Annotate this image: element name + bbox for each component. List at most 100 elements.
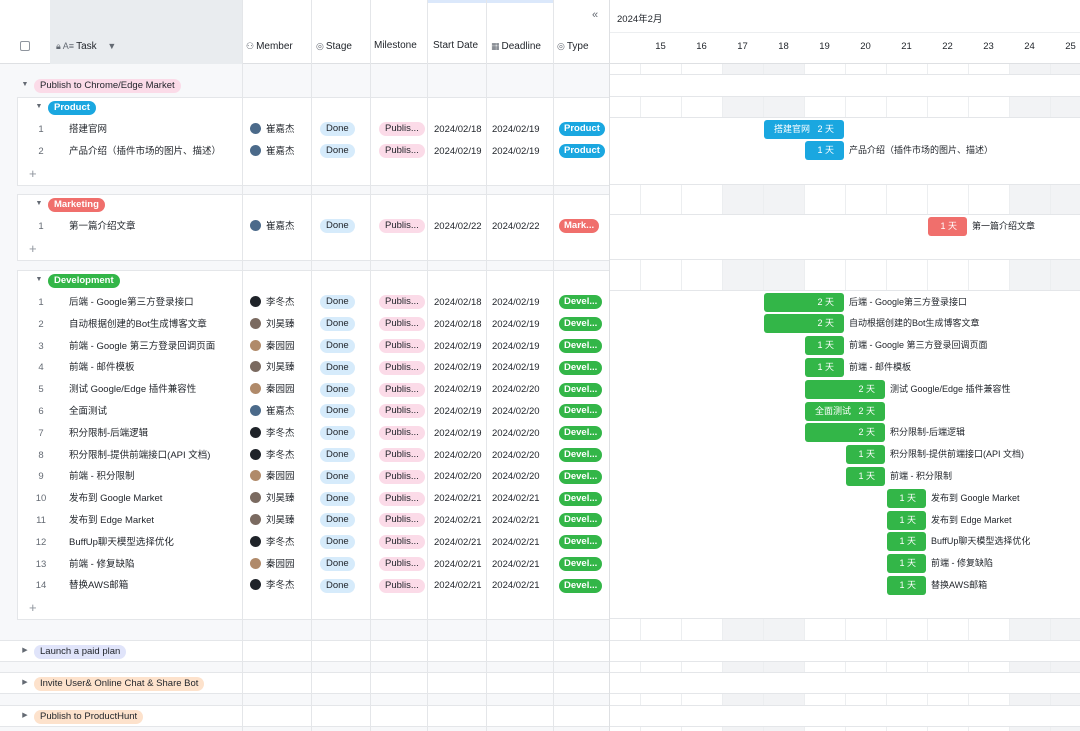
task-cell[interactable]: 产品介绍（插件市场的图片、描述） [69, 145, 222, 157]
deadline-cell[interactable]: 2024/02/19 [492, 124, 540, 135]
deadline-cell[interactable]: 2024/02/21 [492, 536, 540, 548]
table-row[interactable]: 8 积分限制-提供前端接口(API 文档) 李冬杰 Done Publis... 2024… [18, 445, 609, 467]
select-all-checkbox[interactable] [20, 41, 30, 51]
deadline-cell[interactable]: 2024/02/21 [492, 515, 540, 526]
gantt-bar[interactable]: 1 天 [928, 216, 967, 236]
member-cell[interactable]: 李冬杰 [250, 445, 295, 467]
milestone-cell[interactable]: Publis... [379, 488, 425, 510]
gantt-bar[interactable]: 1 天 [887, 488, 926, 508]
milestone-cell[interactable]: Publis... [379, 532, 425, 554]
member-cell[interactable]: 秦园园 [250, 336, 295, 358]
member-cell[interactable]: 李冬杰 [250, 423, 295, 445]
task-cell[interactable]: 发布到 Edge Market [69, 515, 154, 526]
milestone-cell[interactable]: Publis... [379, 575, 425, 597]
add-record-icon[interactable]: + [29, 600, 37, 616]
add-record-icon[interactable]: + [29, 240, 37, 256]
stage-cell[interactable]: Done [320, 488, 355, 510]
deadline-cell[interactable]: 2024/02/19 [492, 362, 540, 374]
table-row[interactable]: 13 前端 - 修复缺陷 秦园园 Done Publis... 2024/02/21 202… [18, 554, 609, 576]
collapsed-group-row[interactable]: ▶ Invite User& Online Chat & Share Bot [0, 672, 609, 694]
type-cell[interactable]: Devel... [559, 423, 603, 445]
stage-column-header[interactable]: ◎ Stage [316, 38, 352, 54]
type-cell[interactable]: Devel... [559, 466, 603, 488]
deadline-cell[interactable]: 2024/02/20 [492, 449, 540, 461]
start-date-cell[interactable]: 2024/02/19 [434, 406, 482, 417]
caret-right-icon[interactable]: ▶ [22, 712, 28, 719]
table-row[interactable]: 2 产品介绍（插件市场的图片、描述） 崔嘉杰 Done Publis... 2024/02… [18, 141, 609, 163]
member-cell[interactable]: 刘昊臻 [250, 357, 295, 379]
table-row[interactable]: 1 第一篇介绍文章 崔嘉杰 Done Publis... 2024/02/22 2024/0… [18, 216, 609, 238]
milestone-cell[interactable]: Publis... [379, 401, 425, 423]
stage-cell[interactable]: Done [320, 216, 355, 238]
type-cell[interactable]: Devel... [559, 445, 603, 467]
type-cell[interactable]: Product [559, 141, 605, 163]
member-cell[interactable]: 崔嘉杰 [250, 119, 295, 141]
milestone-column-header[interactable]: Milestone [374, 38, 417, 54]
task-cell[interactable]: 发布到 Google Market [69, 493, 163, 505]
group-row-publish-market[interactable]: ▼ Publish to Chrome/Edge Market [0, 75, 609, 97]
table-row[interactable]: 14 替换AWS邮箱 李冬杰 Done Publis... 2024/02/21 2024/… [18, 575, 609, 597]
task-cell[interactable]: 后端 - Google第三方登录接口 [69, 297, 194, 308]
member-cell[interactable]: 崔嘉杰 [250, 401, 295, 423]
table-row[interactable]: 12 BuffUp聊天模型选择优化 李冬杰 Done Publis... 2024/02/… [18, 532, 609, 554]
type-cell[interactable]: Devel... [559, 292, 603, 314]
deadline-cell[interactable]: 2024/02/19 [492, 297, 540, 308]
table-row[interactable]: 5 测试 Google/Edge 插件兼容性 秦园园 Done Publis... 202… [18, 379, 609, 401]
gantt-bar[interactable]: 全面测试 2 天 [805, 401, 885, 421]
member-column-header[interactable]: ⚇ Member [246, 38, 293, 54]
caret-right-icon[interactable]: ▶ [22, 679, 28, 686]
start-date-cell[interactable]: 2024/02/22 [434, 221, 482, 232]
gantt-bar[interactable]: 1 天 [846, 466, 885, 486]
table-row[interactable]: 11 发布到 Edge Market 刘昊臻 Done Publis... 2024/02… [18, 510, 609, 532]
start-date-cell[interactable]: 2024/02/18 [434, 124, 482, 135]
stage-cell[interactable]: Done [320, 466, 355, 488]
member-cell[interactable]: 李冬杰 [250, 292, 295, 314]
deadline-column-header[interactable]: ▦ Deadline [491, 38, 541, 54]
start-date-cell[interactable]: 2024/02/21 [434, 493, 482, 505]
collapsed-group-row[interactable]: ▶ Publish to ProductHunt [0, 705, 609, 727]
stage-cell[interactable]: Done [320, 445, 355, 467]
caret-down-icon[interactable]: ▼ [35, 103, 43, 110]
task-cell[interactable]: 全面测试 [69, 406, 108, 417]
type-cell[interactable]: Devel... [559, 357, 603, 379]
milestone-cell[interactable]: Publis... [379, 336, 425, 358]
deadline-cell[interactable]: 2024/02/20 [492, 471, 540, 483]
gantt-bar[interactable]: 1 天 [887, 532, 926, 552]
start-date-column-header[interactable]: Start Date [433, 38, 478, 54]
stage-cell[interactable]: Done [320, 314, 355, 336]
type-column-header[interactable]: ◎ Type [557, 38, 589, 54]
task-cell[interactable]: 第一篇介绍文章 [69, 221, 136, 232]
deadline-cell[interactable]: 2024/02/20 [492, 384, 540, 396]
deadline-cell[interactable]: 2024/02/21 [492, 558, 540, 570]
milestone-cell[interactable]: Publis... [379, 216, 425, 238]
chevron-down-icon[interactable]: ▼ [107, 41, 117, 51]
gantt-bar[interactable]: 1 天 [805, 141, 844, 161]
gantt-bar[interactable]: 1 天 [846, 445, 885, 465]
stage-cell[interactable]: Done [320, 510, 355, 532]
start-date-cell[interactable]: 2024/02/20 [434, 449, 482, 461]
milestone-cell[interactable]: Publis... [379, 445, 425, 467]
start-date-cell[interactable]: 2024/02/19 [434, 427, 482, 439]
deadline-cell[interactable]: 2024/02/20 [492, 406, 540, 417]
member-cell[interactable]: 李冬杰 [250, 532, 295, 554]
milestone-cell[interactable]: Publis... [379, 379, 425, 401]
milestone-cell[interactable]: Publis... [379, 510, 425, 532]
task-column-header[interactable]: 🔒︎ A≡ Task ▼ [56, 38, 118, 54]
stage-cell[interactable]: Done [320, 141, 355, 163]
gantt-bar[interactable]: 1 天 [887, 575, 926, 595]
milestone-cell[interactable]: Publis... [379, 314, 425, 336]
task-cell[interactable]: 搭建官网 [69, 124, 108, 135]
milestone-cell[interactable]: Publis... [379, 119, 425, 141]
start-date-cell[interactable]: 2024/02/19 [434, 362, 482, 374]
start-date-cell[interactable]: 2024/02/21 [434, 558, 482, 570]
deadline-cell[interactable]: 2024/02/22 [492, 221, 540, 232]
deadline-cell[interactable]: 2024/02/20 [492, 427, 540, 439]
table-row[interactable]: 7 积分限制-后端逻辑 李冬杰 Done Publis... 2024/02/19 2024… [18, 423, 609, 445]
task-cell[interactable]: 前端 - 修复缺陷 [69, 558, 135, 570]
caret-down-icon[interactable]: ▼ [21, 81, 29, 88]
table-row[interactable]: 9 前端 - 积分限制 秦园园 Done Publis... 2024/02/20 2024… [18, 466, 609, 488]
task-cell[interactable]: 自动根据创建的Bot生成博客文章 [69, 318, 207, 330]
subgroup-header[interactable]: ▼ Marketing [18, 195, 609, 217]
start-date-cell[interactable]: 2024/02/21 [434, 580, 482, 592]
start-date-cell[interactable]: 2024/02/18 [434, 297, 482, 308]
